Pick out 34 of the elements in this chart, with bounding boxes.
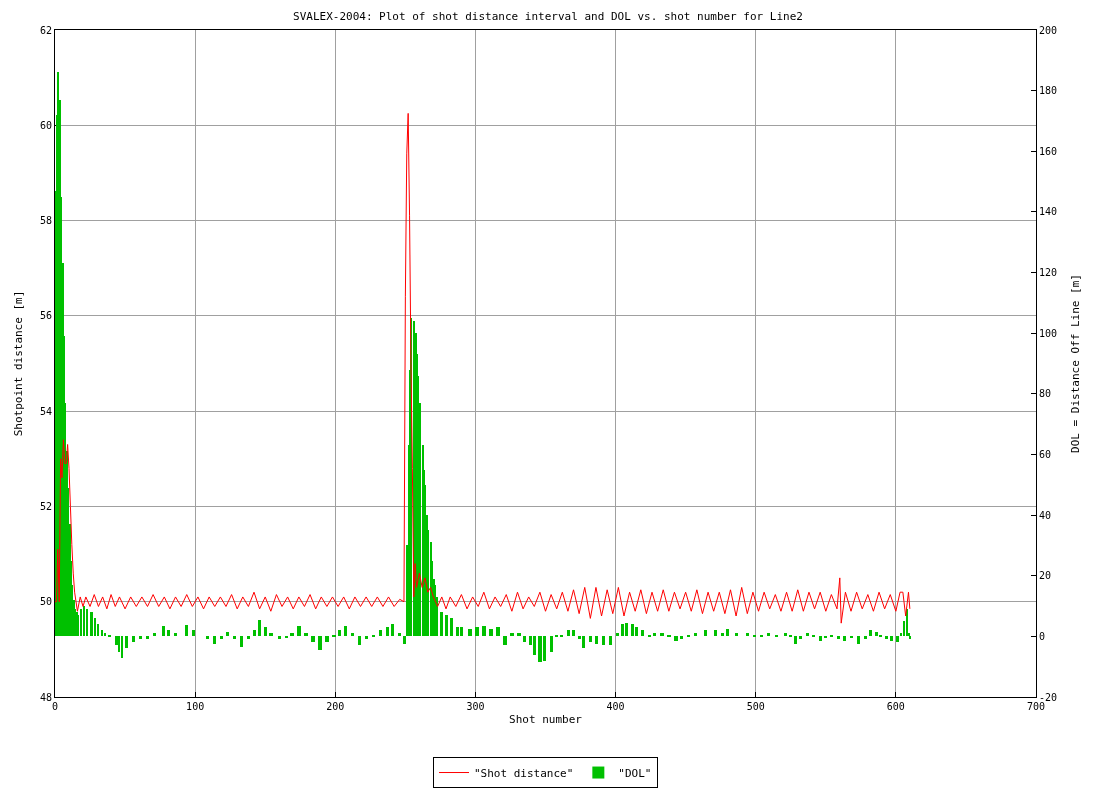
x-tick-label: 700 — [1026, 701, 1046, 712]
y2-tick-label: 80 — [1039, 388, 1052, 400]
legend-label: "Shot distance" — [474, 766, 574, 780]
y2-tick-label: 200 — [1039, 24, 1058, 36]
legend-label: "DOL" — [618, 766, 652, 780]
y2-axis-title: DOL = Distance Off Line [m] — [1069, 274, 1083, 453]
chart-title: SVALEX-2004: Plot of shot distance interval and DOL vs. shot number for Line2 — [293, 9, 803, 23]
y2-tick-label: 100 — [1039, 327, 1058, 339]
y-tick-label: 60 — [39, 119, 52, 131]
x-tick-label: 600 — [886, 701, 905, 712]
x-tick-label: 300 — [466, 701, 485, 712]
x-tick-label: 500 — [746, 701, 765, 712]
x-tick-label: 400 — [606, 701, 625, 712]
y2-tick-label: 140 — [1039, 206, 1058, 218]
y-tick-label: 58 — [39, 215, 52, 227]
y-tick-label: 62 — [39, 24, 52, 36]
y2-tick-label: 120 — [1039, 267, 1058, 279]
y-tick-label: 54 — [39, 405, 52, 417]
y-tick-label: 52 — [39, 500, 52, 512]
y2-tick-label: 0 — [1039, 630, 1046, 642]
x-tick-label: 100 — [186, 701, 205, 712]
y-axis-title: Shotpoint distance [m] — [11, 290, 25, 437]
x-axis-title: Shot number — [509, 713, 583, 727]
x-tick-label: 0 — [51, 701, 59, 712]
y-tick-label: 56 — [39, 310, 52, 322]
y2-tick-label: 40 — [1039, 509, 1052, 521]
y2-tick-label: 160 — [1039, 145, 1058, 157]
y2-tick-label: 20 — [1039, 570, 1052, 582]
y-tick-label: 48 — [39, 691, 52, 703]
x-tick-label: 200 — [326, 701, 345, 712]
y-tick-label: 50 — [39, 596, 52, 608]
y2-tick-label: 60 — [1039, 448, 1052, 460]
y2-tick-label: 180 — [1039, 85, 1058, 97]
y2-tick-label: -20 — [1039, 691, 1058, 703]
